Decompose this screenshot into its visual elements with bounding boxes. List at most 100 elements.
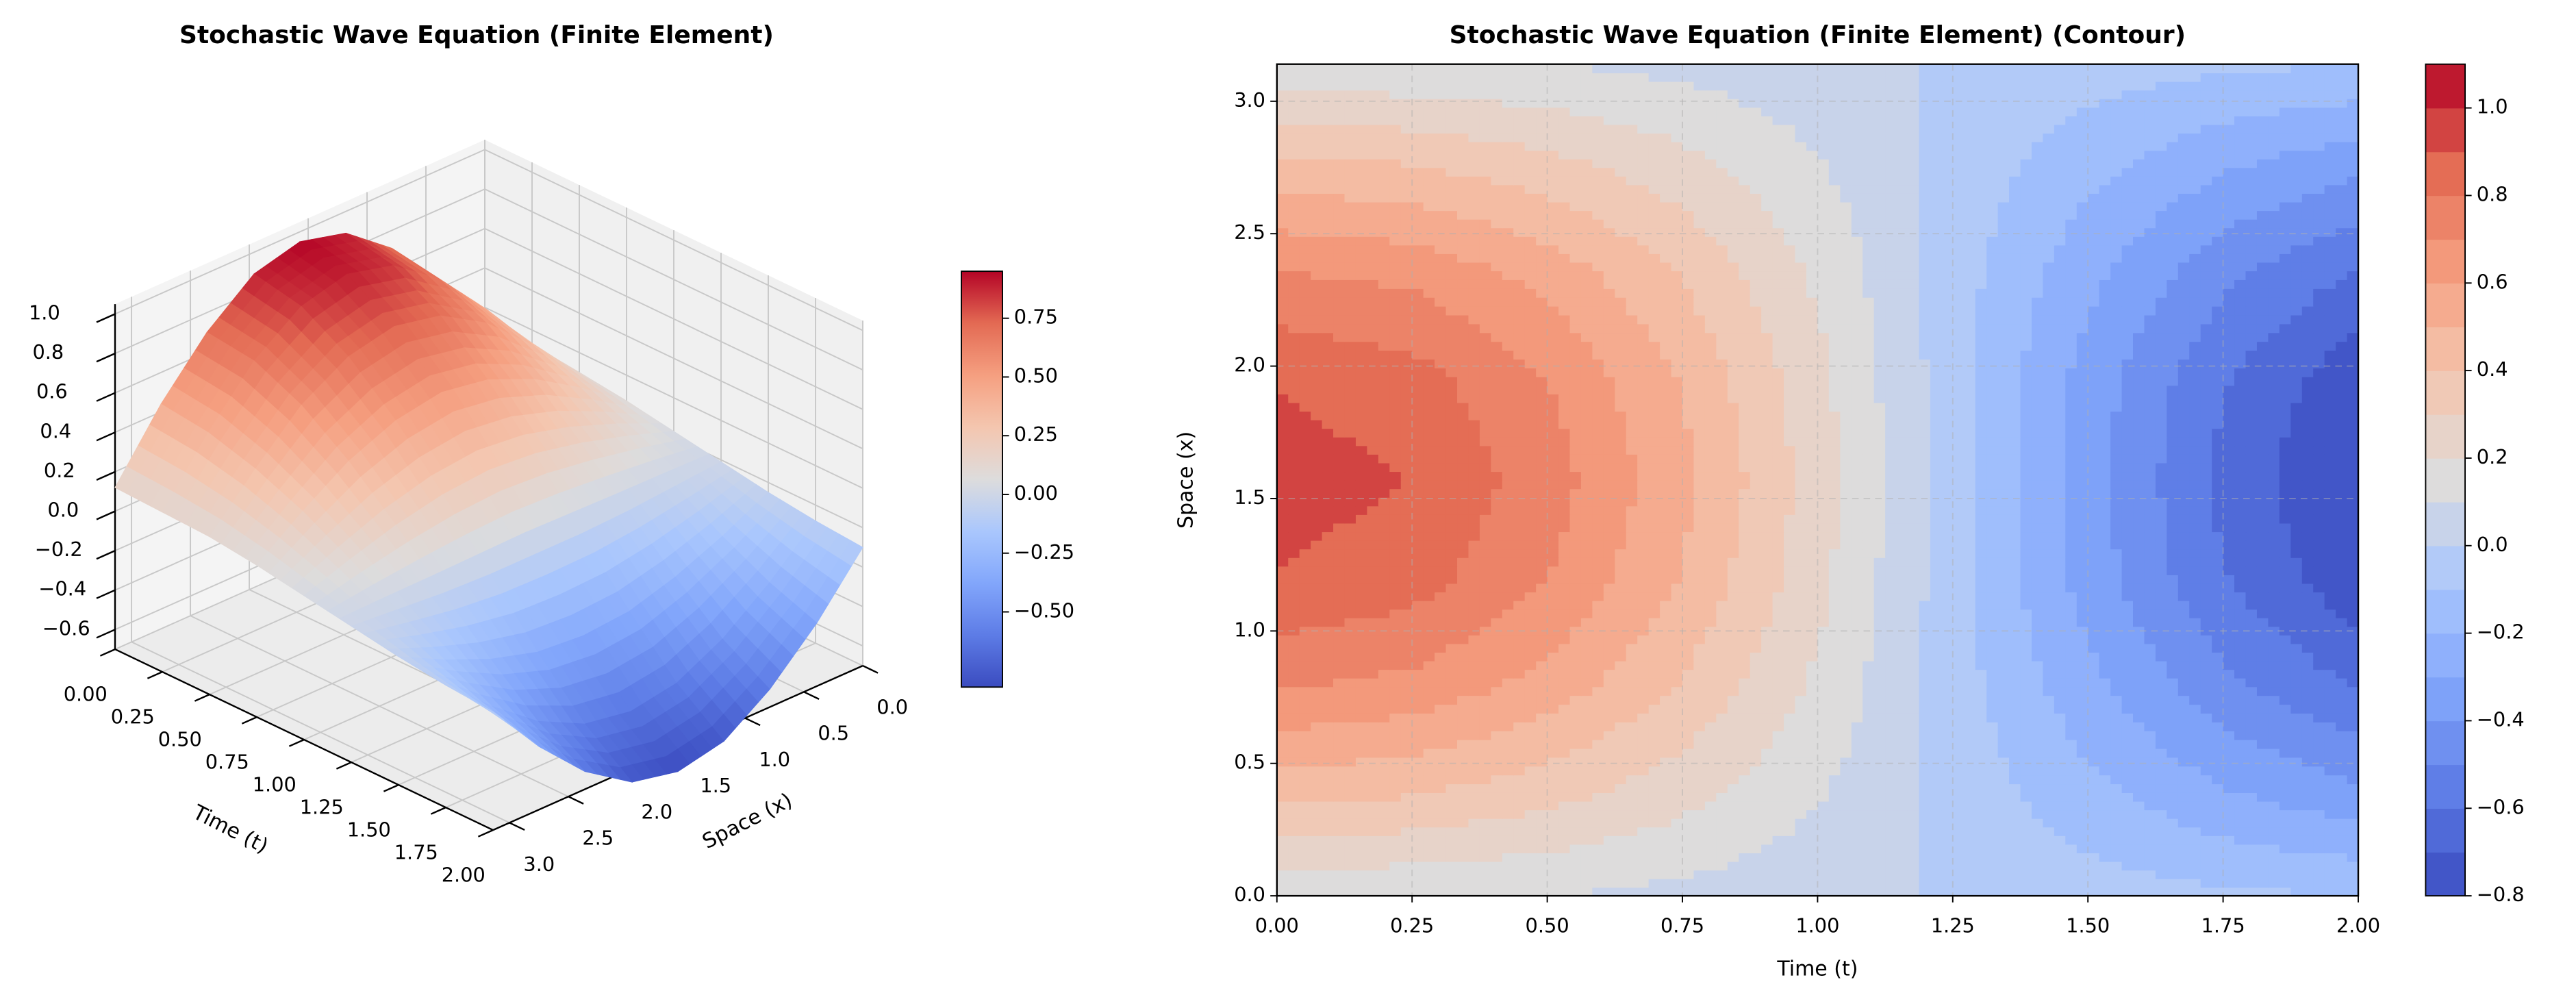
contour-cell [1288, 618, 1300, 627]
contour-cell [1400, 887, 1413, 896]
contour-cell [1671, 704, 1683, 714]
contour-cell [1445, 766, 1458, 776]
contour-cell [1333, 695, 1346, 705]
contour-cell [2110, 766, 2123, 776]
contour-cell [1660, 686, 1672, 696]
contour-cell [2189, 592, 2201, 601]
contour-cell [2065, 618, 2078, 627]
contour-cell [1851, 652, 1863, 662]
contour-cell [1997, 878, 2010, 888]
contour-cell [2234, 775, 2247, 785]
tick-mark [96, 510, 116, 520]
contour-cell [2212, 592, 2224, 601]
contour-cell [2189, 583, 2201, 593]
contour-cell [2336, 801, 2348, 811]
contour-cell [1660, 713, 1672, 722]
contour-cell [2031, 775, 2044, 785]
contour-cell [1412, 531, 1424, 541]
contour-cell [1580, 583, 1593, 593]
contour-cell [2167, 739, 2179, 749]
contour-cell [1704, 870, 1717, 879]
contour-cell [1873, 827, 1886, 836]
contour-cell [1919, 775, 1931, 785]
contour-cell [1389, 523, 1402, 533]
contour-cell [1615, 783, 1627, 793]
contour-cell [2245, 635, 2258, 644]
contour-cell [1930, 618, 1943, 627]
contour-cell [2223, 853, 2235, 862]
contour-cell [1389, 827, 1402, 836]
contour-cell [1885, 583, 1897, 593]
contour-cell [1919, 583, 1931, 593]
contour-cell [2110, 731, 2123, 740]
contour-cell [1400, 731, 1413, 740]
contour-cell [2256, 704, 2269, 714]
contour-cell [2313, 739, 2325, 749]
contour-cell [1952, 827, 1965, 836]
contour-cell [1367, 722, 1379, 731]
contour-cell [1806, 600, 1819, 610]
contour-cell [1704, 678, 1717, 688]
contour-cell [1322, 844, 1334, 853]
contour-cell [2234, 609, 2247, 618]
contour-cell [2043, 695, 2055, 705]
contour-cell [2054, 695, 2067, 705]
contour-cell [2301, 643, 2314, 653]
contour-cell [1907, 835, 1920, 845]
contour-cell [2268, 809, 2280, 819]
contour-cell [1660, 652, 1672, 662]
contour-cell [2177, 783, 2190, 793]
contour-cell [1637, 695, 1650, 705]
contour-cell [2189, 878, 2201, 888]
contour-cell [1840, 678, 1852, 688]
contour-cell [1784, 809, 1796, 819]
contour-cell [1468, 818, 1480, 828]
contour-cell [1299, 695, 1311, 705]
contour-cell [2200, 887, 2212, 896]
contour-cell [1997, 618, 2010, 627]
contour-cell [1580, 887, 1593, 896]
contour-cell [1626, 704, 1638, 714]
contour-cell [2256, 609, 2269, 618]
contour-cell [1761, 635, 1773, 644]
contour-cell [1671, 618, 1683, 627]
contour-cell [1445, 861, 1458, 871]
contour-cell [1603, 660, 1616, 670]
contour-cell [1637, 531, 1650, 541]
contour-cell [2144, 713, 2156, 722]
contour-cell [1851, 592, 1863, 601]
contour-cell [1964, 592, 1976, 601]
contour-cell [1671, 600, 1683, 610]
contour-cell [1964, 643, 1976, 653]
contour-cell [2121, 686, 2134, 696]
contour-cell [2301, 739, 2314, 749]
contour-cell [1615, 678, 1627, 688]
contour-cell [1671, 775, 1683, 785]
contour-cell [1997, 748, 2010, 758]
contour-cell [1772, 583, 1784, 593]
contour-cell [1457, 713, 1469, 722]
contour-cell [1784, 600, 1796, 610]
contour-cell [1423, 686, 1435, 696]
contour-cell [1468, 870, 1480, 879]
contour-cell [1637, 678, 1650, 688]
contour-cell [1367, 792, 1379, 802]
contour-cell [1580, 818, 1593, 828]
contour-cell [1637, 818, 1650, 828]
contour-cell [1288, 818, 1300, 828]
contour-cell [2223, 669, 2235, 679]
contour-cell [1344, 766, 1356, 776]
contour-cell [2133, 827, 2145, 836]
contour-cell [1299, 783, 1311, 793]
contour-cell [1817, 583, 1830, 593]
contour-cell [1592, 748, 1604, 758]
contour-cell [2076, 801, 2088, 811]
contour-cell [2155, 678, 2168, 688]
contour-cell [1896, 861, 1908, 871]
contour-cell [1468, 505, 1480, 515]
contour-cell [1727, 669, 1739, 679]
contour-cell [1288, 775, 1300, 785]
contour-cell [1806, 757, 1819, 767]
contour-cell [1817, 844, 1830, 853]
contour-cell [1704, 618, 1717, 627]
